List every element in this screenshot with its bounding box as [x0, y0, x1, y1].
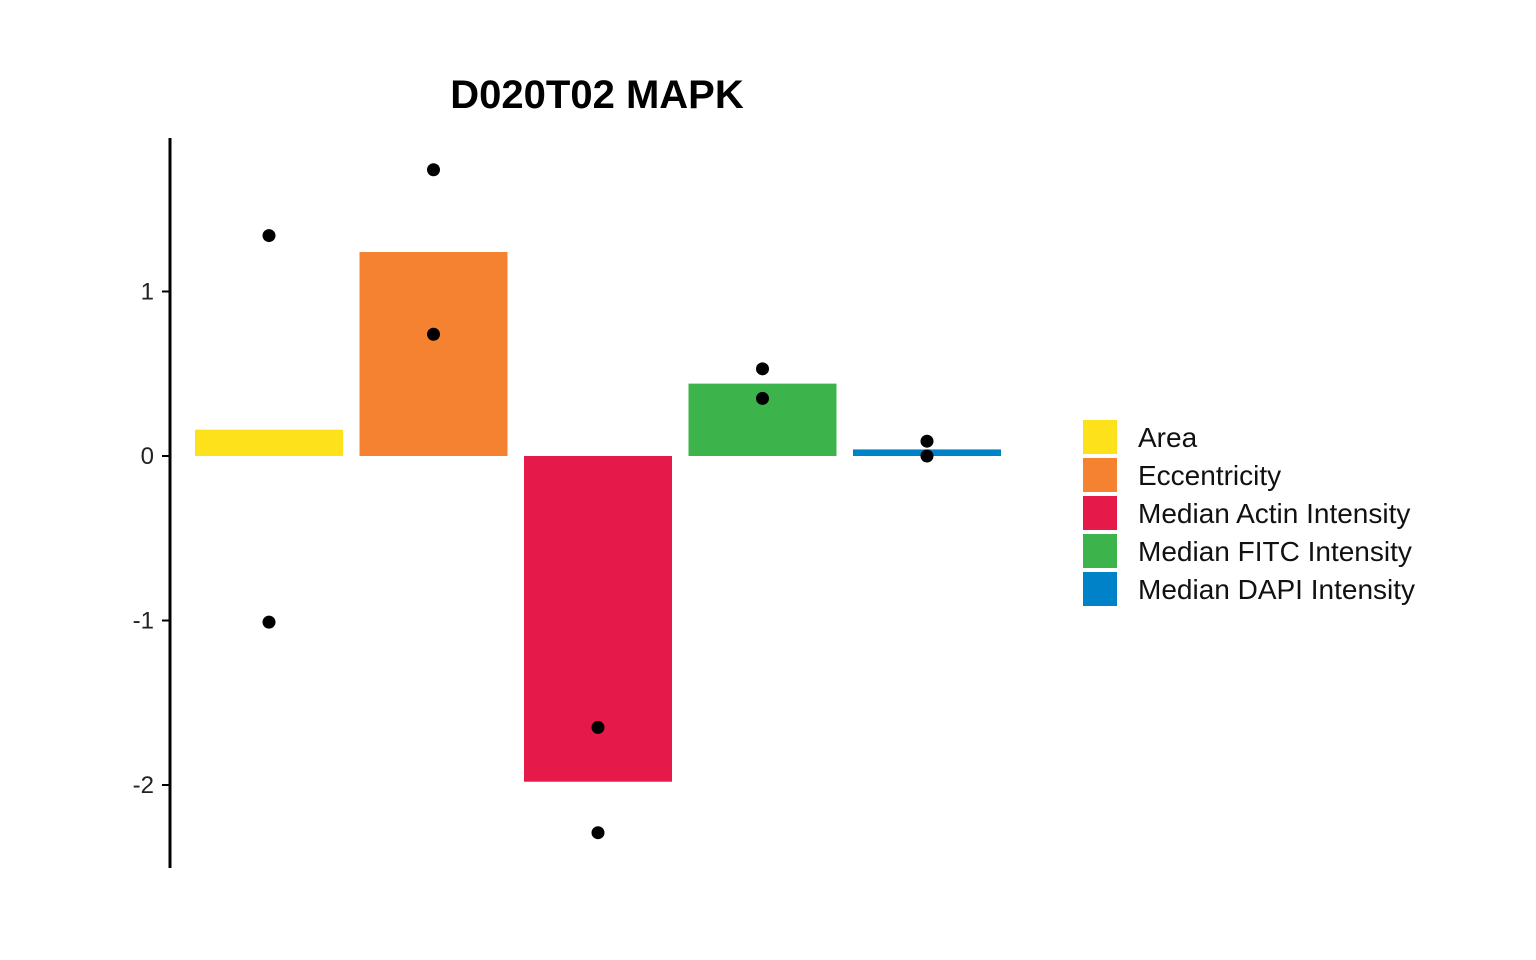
point-median-actin-intensity-1	[591, 720, 605, 734]
point-median-fitc-intensity-1	[756, 362, 769, 376]
y-tick-label: 0	[141, 443, 154, 470]
legend-key-area	[1083, 420, 1117, 454]
point-median-actin-intensity-2	[591, 826, 605, 840]
chart-title: D020T02 MAPK	[450, 73, 744, 117]
y-axis-ticks: -2 -1 0 1	[133, 279, 170, 799]
y-tick-label: -1	[133, 608, 154, 635]
points-group	[262, 163, 934, 840]
legend-label-median-dapi-intensity: Median DAPI Intensity	[1138, 574, 1415, 605]
legend-key-median-fitc-intensity	[1083, 534, 1117, 568]
bar-area	[195, 429, 343, 456]
legend-label-eccentricity: Eccentricity	[1138, 460, 1281, 491]
bar-eccentricity	[359, 252, 508, 456]
legend-key-median-actin-intensity	[1083, 496, 1117, 530]
point-area-2	[262, 615, 276, 629]
legend-label-median-fitc-intensity: Median FITC Intensity	[1138, 536, 1412, 567]
y-tick-label: 1	[141, 279, 154, 306]
point-eccentricity-1	[427, 163, 440, 177]
legend-key-eccentricity	[1083, 458, 1117, 492]
point-median-dapi-intensity-1	[920, 434, 934, 448]
legend: Area Eccentricity Median Actin Intensity Me…	[1083, 420, 1415, 606]
legend-label-median-actin-intensity: Median Actin Intensity	[1138, 498, 1410, 529]
bars-group	[195, 252, 1001, 782]
point-median-fitc-intensity-2	[756, 391, 769, 405]
legend-key-median-dapi-intensity	[1083, 572, 1117, 606]
point-area-1	[262, 229, 276, 243]
legend-label-area: Area	[1138, 422, 1198, 453]
point-eccentricity-2	[427, 327, 440, 341]
y-tick-label: -2	[133, 772, 154, 799]
point-median-dapi-intensity-2	[920, 449, 934, 463]
